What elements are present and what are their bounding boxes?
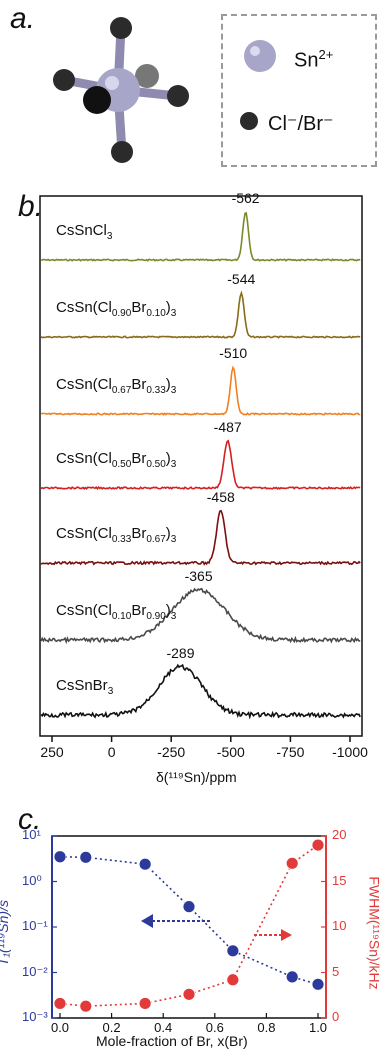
spectrum-peak-label: -487 (213, 419, 242, 435)
c-series-1-point-0 (53, 997, 67, 1010)
spectra-x-tick-label: -1000 (332, 744, 368, 760)
c-series-0-point-1 (79, 850, 93, 864)
c-x-tick-label: 0.4 (154, 1020, 173, 1035)
c-right-arrow-head (281, 929, 292, 941)
c-series-1-point-2 (138, 997, 152, 1010)
spectrum-peak-label: -289 (166, 645, 195, 661)
spectrum-peak-label: -544 (227, 271, 256, 287)
spectrum-composition-label: CsSn(Cl0.33Br0.67)3 (56, 525, 177, 545)
c-right-axis-title: FWHM(¹¹⁹Sn)/kHz (366, 876, 383, 990)
c-x-tick-label: 0.8 (257, 1020, 276, 1035)
c-right-tick-label: 20 (332, 827, 347, 842)
spectrum-composition-label: CsSn(Cl0.90Br0.10)3 (56, 299, 177, 319)
c-series-0-point-3 (182, 900, 196, 914)
c-left-tick-label: 10¹ (22, 827, 41, 842)
spectra-x-tick-label: -750 (276, 744, 305, 760)
spectrum-peak-label: -562 (231, 190, 260, 206)
c-series-0-point-2 (138, 857, 152, 871)
halide-back-atom (135, 64, 159, 88)
panel-label-a: a. (10, 2, 36, 35)
spectrum-composition-label: CsSn(Cl0.50Br0.50)3 (56, 450, 177, 470)
c-right-tick-label: 5 (332, 963, 340, 979)
spectrum-composition-label: CsSnCl3 (56, 222, 113, 242)
c-series-1-point-6 (311, 838, 325, 852)
spectrum-peak-label: -510 (219, 345, 248, 361)
legend-sn-highlight (250, 46, 260, 56)
c-right-tick-label: 15 (332, 872, 347, 888)
spectra-x-tick-label: -250 (157, 744, 186, 760)
c-right-tick-label: 0 (332, 1009, 340, 1024)
spectrum-trace-0 (40, 211, 361, 262)
panel-label-c: c. (18, 803, 42, 836)
c-series-0-point-0 (53, 850, 67, 864)
spectrum-composition-label: CsSnBr3 (56, 677, 114, 697)
panel-label-b: b. (18, 190, 44, 223)
halide-atom-3 (53, 69, 75, 91)
spectrum-trace-6 (40, 663, 361, 720)
c-left-tick-label: 10⁻¹ (22, 918, 48, 933)
legend-halide-label: Cl⁻/Br⁻ (268, 113, 334, 135)
c-x-tick-label: 0.0 (50, 1020, 70, 1035)
c-x-tick-label: 0.2 (102, 1020, 121, 1035)
c-series-line-1 (59, 844, 319, 1007)
c-left-tick-label: 10⁻³ (22, 1009, 48, 1024)
c-x-tick-label: 0.6 (205, 1020, 224, 1035)
spectrum-trace-4 (40, 509, 361, 566)
spectra-x-tick-label: 250 (40, 744, 64, 760)
spectra-x-tick-label: 0 (107, 744, 116, 760)
legend-halide-marker (240, 112, 258, 130)
c-series-0-point-6 (311, 977, 325, 991)
halide-atom-1 (167, 85, 189, 107)
spectrum-composition-label: CsSn(Cl0.10Br0.90)3 (56, 602, 177, 622)
spectra-frame (39, 195, 363, 737)
spectrum-trace-2 (40, 365, 361, 416)
c-x-tick-label: 1.0 (308, 1020, 328, 1035)
c-left-tick-label: 10⁰ (22, 872, 42, 888)
spectrum-trace-5 (40, 587, 361, 645)
spectra-x-tick-label: -500 (216, 744, 245, 760)
c-left-arrow-head (141, 914, 153, 928)
spectra-x-axis-title: δ(¹¹⁹Sn)/ppm (156, 769, 237, 785)
c-series-1-point-5 (285, 856, 299, 870)
c-series-0-point-5 (285, 970, 299, 984)
legend-box (221, 14, 377, 167)
sn-atom-highlight (105, 76, 119, 90)
c-left-axis-title: T₁(¹¹⁹Sn)/s (0, 900, 11, 966)
c-series-1-point-1 (79, 999, 93, 1013)
c-left-tick-label: 10⁻² (22, 963, 48, 979)
spectrum-composition-label: CsSn(Cl0.67Br0.33)3 (56, 376, 177, 396)
spectrum-trace-1 (40, 290, 361, 339)
spectrum-peak-label: -365 (184, 568, 213, 584)
c-series-0-point-4 (226, 944, 240, 958)
halide-front-atom (83, 86, 111, 114)
c-right-tick-label: 10 (332, 918, 347, 933)
spectrum-peak-label: -458 (206, 489, 235, 505)
c-series-1-point-3 (182, 987, 196, 1001)
c-series-1-point-4 (226, 973, 240, 987)
spectrum-trace-3 (40, 439, 361, 490)
halide-atom-0 (110, 17, 132, 39)
c-x-axis-title: Mole-fraction of Br, x(Br) (96, 1033, 248, 1049)
halide-atom-2 (111, 141, 133, 163)
legend-sn-label: Sn2+ (294, 47, 334, 72)
